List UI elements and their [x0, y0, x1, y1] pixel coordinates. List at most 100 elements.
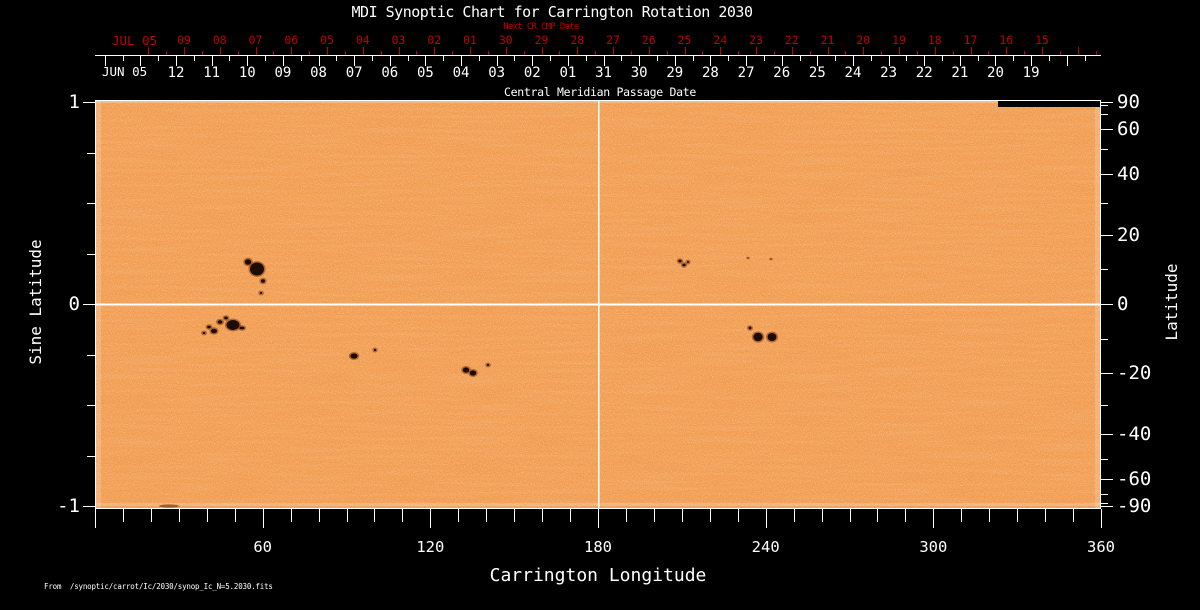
cmp-minor-tick: [336, 56, 338, 61]
latitude-tick-label: 20: [1117, 223, 1140, 246]
cmp-minor-tick: [371, 56, 373, 61]
next-cr-minor-tick: [523, 51, 525, 55]
cmp-minor-tick: [728, 56, 730, 61]
sine-latitude-tick: [83, 102, 95, 103]
next-cr-minor-tick: [702, 51, 704, 55]
next-cr-day-label: 18: [927, 33, 942, 47]
cmp-day-tick: [995, 56, 997, 66]
sine-latitude-tick: [87, 405, 95, 406]
cmp-day-label: 22: [915, 65, 933, 81]
longitude-tick: [653, 509, 655, 522]
next-cr-day-label: 07: [248, 33, 263, 47]
cmp-minor-tick: [692, 56, 694, 61]
next-cr-minor-tick: [559, 51, 561, 55]
cmp-minor-tick: [799, 56, 801, 61]
sunspot: [748, 326, 752, 330]
next-cr-day-label: 03: [391, 33, 406, 47]
latitude-tick: [1101, 304, 1113, 305]
next-cr-minor-tick: [201, 51, 203, 55]
cmp-day-tick: [567, 56, 569, 66]
sunspot-faint: [769, 257, 773, 261]
latitude-tick-label: 0: [1117, 293, 1129, 315]
longitude-tick: [1017, 509, 1019, 522]
next-cr-day-tick: [541, 47, 543, 55]
next-cr-day-label: 28: [570, 33, 585, 47]
chart-title: MDI Synoptic Chart for Carrington Rotati…: [351, 3, 753, 21]
sine-latitude-tick: [87, 354, 95, 356]
next-cr-day-tick: [720, 47, 722, 55]
next-cr-minor-tick: [952, 51, 954, 55]
cmp-minor-tick: [835, 56, 837, 61]
cmp-day-tick: [852, 56, 854, 66]
cmp-month-label: JUN 05: [102, 64, 148, 79]
sunspot-layer: [159, 256, 778, 508]
cmp-day-tick: [104, 56, 106, 66]
cmp-day-label: 30: [630, 65, 648, 81]
cmp-minor-tick: [1084, 56, 1086, 61]
next-cr-minor-tick: [452, 51, 454, 55]
cmp-day-label: 02: [523, 65, 541, 81]
longitude-tick: [318, 509, 320, 522]
cmp-minor-tick: [977, 56, 979, 61]
next-cr-minor-tick: [1024, 51, 1026, 55]
cmp-day-tick: [817, 56, 819, 66]
latitude-tick: [1101, 493, 1108, 495]
longitude-tick: [821, 509, 823, 522]
next-cr-day-tick: [970, 47, 972, 55]
latitude-tick: [1101, 339, 1108, 341]
longitude-tick: [849, 509, 851, 522]
next-cr-day-tick: [756, 47, 757, 55]
cmp-day-tick: [140, 56, 142, 66]
cmp-axis-title: Central Meridian Passage Date: [503, 85, 697, 99]
next-cr-minor-tick: [416, 51, 418, 55]
next-cr-day-tick: [470, 47, 471, 55]
cmp-minor-tick: [265, 56, 267, 61]
longitude-tick: [178, 509, 180, 522]
longitude-tick: [95, 509, 96, 528]
latitude-tick: [1101, 114, 1108, 116]
cmp-day-tick: [211, 56, 213, 66]
next-cr-day-tick: [291, 47, 293, 55]
cmp-minor-tick: [870, 56, 872, 61]
next-cr-day-label: 25: [677, 33, 692, 47]
next-cr-minor-tick: [487, 51, 489, 55]
next-cr-day-label: 01: [463, 33, 477, 47]
sunspot: [261, 279, 265, 283]
cmp-minor-tick: [514, 56, 516, 61]
longitude-tick: [598, 509, 599, 528]
sunspot: [211, 328, 217, 334]
latitude-tick-label: 60: [1117, 118, 1140, 141]
next-cr-day-label: 24: [713, 33, 728, 47]
longitude-tick: [905, 509, 907, 522]
cmp-day-tick: [247, 56, 249, 66]
next-cr-minor-tick: [1059, 51, 1061, 55]
next-cr-day-tick: [1042, 47, 1043, 55]
cmp-minor-tick: [763, 56, 765, 61]
next-cr-day-tick: [1077, 47, 1079, 55]
longitude-tick: [765, 509, 767, 528]
longitude-tick: [374, 509, 376, 522]
next-cr-day-label: 15: [1035, 33, 1049, 47]
longitude-tick: [877, 509, 879, 522]
next-cr-minor-tick: [845, 51, 847, 55]
longitude-tick-label: 120: [416, 538, 445, 556]
cmp-day-label: 29: [666, 65, 684, 81]
latitude-axis-title: Latitude: [1162, 263, 1181, 341]
latitude-tick: [1101, 373, 1113, 375]
latitude-tick-label: 40: [1117, 163, 1140, 186]
cmp-day-label: 11: [203, 65, 221, 81]
latitude-tick: [1101, 405, 1108, 406]
cmp-day-tick: [318, 56, 320, 66]
cmp-minor-tick: [443, 56, 445, 61]
longitude-tick-label: 60: [253, 538, 272, 556]
next-cr-day-label: 17: [963, 33, 978, 47]
next-cr-day-label: 21: [820, 33, 835, 47]
next-cr-day-tick: [327, 47, 328, 55]
next-cr-day-tick: [827, 47, 829, 55]
cmp-day-tick: [496, 56, 498, 66]
cmp-day-label: 23: [880, 65, 898, 81]
cmp-day-tick: [924, 56, 926, 66]
longitude-tick: [346, 509, 348, 522]
cmp-day-tick: [354, 56, 356, 66]
